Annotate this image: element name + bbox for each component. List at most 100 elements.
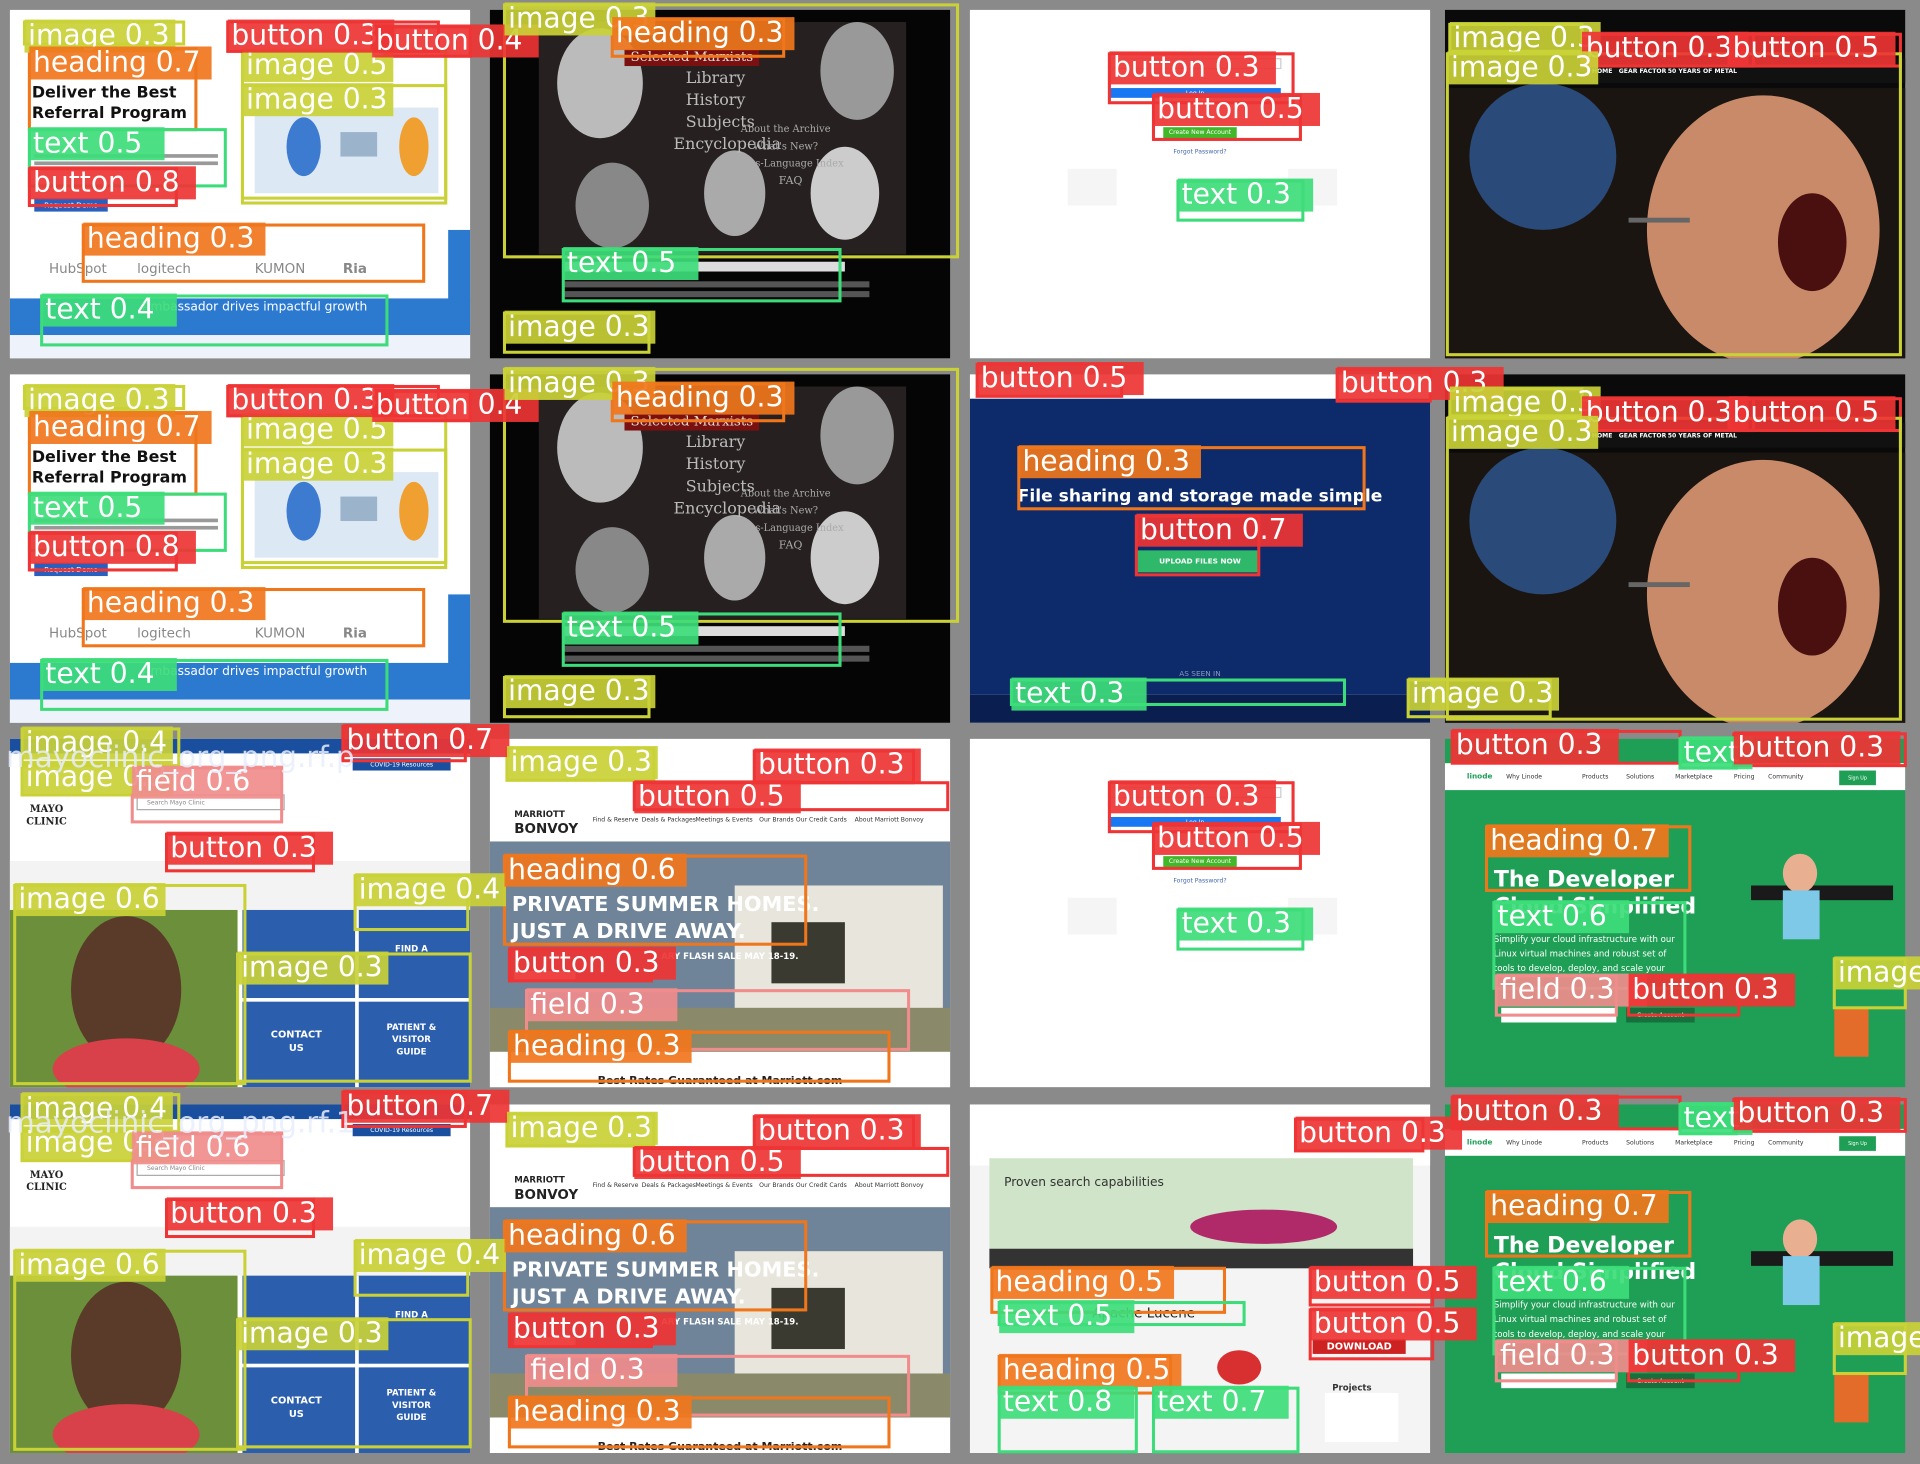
screenshot: HOME GEAR FACTOR 50 YEARS OF METAL bbox=[1444, 9, 1906, 359]
detection-label-bg bbox=[29, 127, 165, 161]
detection-label-bg bbox=[1136, 513, 1303, 547]
detection-label-bg bbox=[504, 1219, 687, 1253]
detection-label: text 0.5 bbox=[33, 491, 142, 524]
screenshot-tile: Selected MarxistsLibraryHistorySubjectsE… bbox=[489, 367, 960, 723]
detection-label-bg bbox=[166, 1197, 334, 1231]
screenshot-text: What's New? bbox=[753, 506, 818, 517]
screenshot-text: The Developer bbox=[1494, 868, 1674, 893]
detection-label: heading 0.7 bbox=[33, 410, 200, 443]
screenshot-text: VISITOR bbox=[392, 1401, 431, 1411]
screenshot-tile: HOME GEAR FACTOR 50 YEARS OF METAL bbox=[1444, 9, 1906, 359]
bg-shape bbox=[1312, 1339, 1406, 1354]
detection-label-bg bbox=[237, 1317, 389, 1351]
detection-label-bg bbox=[14, 883, 166, 917]
screenshot-text: Find & Reserve bbox=[593, 1182, 639, 1189]
bg-shape bbox=[9, 335, 471, 359]
detection-label: heading 0.3 bbox=[1022, 444, 1189, 477]
detection-label: image 0.3 bbox=[28, 383, 169, 416]
detection-label-bg bbox=[1449, 386, 1601, 420]
screenshot-text: PRIVATE SUMMER HOMES. bbox=[512, 1258, 820, 1282]
bg-shape bbox=[1777, 193, 1847, 292]
screenshot-text: Community bbox=[1768, 774, 1804, 781]
screenshot-text: KUMON bbox=[255, 262, 306, 277]
detection-label: button 0.5 bbox=[1314, 1307, 1461, 1340]
detection-label: image 0.6 bbox=[18, 1248, 159, 1281]
detection-label: image bbox=[1838, 1321, 1920, 1354]
detection-label: text 0.8 bbox=[1003, 1385, 1112, 1418]
detection-label-bg bbox=[1834, 956, 1920, 990]
detection-label: button 0.3 bbox=[170, 831, 317, 864]
screenshot-text: BONVOY bbox=[514, 1188, 578, 1203]
detection-label: text 0.5 bbox=[567, 246, 676, 279]
screenshot-text: Linux virtual machines and robust set of bbox=[1494, 949, 1668, 959]
bg-shape bbox=[286, 481, 321, 541]
bg-shape bbox=[448, 594, 471, 668]
detection-label: text 0.4 bbox=[45, 657, 154, 690]
detection-label-bg bbox=[1628, 973, 1796, 1007]
detection-label-bg bbox=[991, 1265, 1175, 1299]
detection-label: image 0.3 bbox=[241, 1316, 382, 1349]
screenshot-text: File sharing and storage made simple bbox=[1018, 487, 1383, 507]
detection-label-bg bbox=[242, 83, 394, 117]
detection-label-bg bbox=[1011, 677, 1147, 711]
detection-label-bg bbox=[634, 1146, 801, 1180]
detection-label: heading 0.6 bbox=[508, 853, 675, 886]
bg-shape bbox=[810, 146, 880, 240]
detection-label-bg bbox=[612, 381, 795, 415]
detection-label: text 0.7 bbox=[1157, 1385, 1266, 1418]
screenshot-text: logitech bbox=[137, 262, 191, 277]
screenshot-text: HubSpot bbox=[49, 262, 107, 277]
detection-label-bg bbox=[509, 946, 676, 980]
detection-label: button 0.3 bbox=[170, 1197, 317, 1230]
screenshot-text: MAYO bbox=[30, 804, 64, 815]
screenshot-tile: linode Why Linode Products Solutions Marketp… bbox=[1444, 1095, 1907, 1453]
detection-label-bg bbox=[634, 780, 801, 814]
detection-label-bg bbox=[1310, 1265, 1477, 1299]
bg-shape bbox=[34, 525, 218, 530]
detection-label-bg bbox=[1177, 178, 1314, 212]
detection-label-bg bbox=[1728, 396, 1896, 430]
detection-label: heading 0.3 bbox=[513, 1395, 680, 1428]
detection-label: heading 0.5 bbox=[996, 1265, 1163, 1298]
detection-label: image 0.4 bbox=[359, 1238, 500, 1271]
detection-label: field 0.3 bbox=[530, 1353, 644, 1386]
detection-label: button 0.5 bbox=[981, 361, 1128, 394]
screenshot-text: AS SEEN IN bbox=[1179, 669, 1220, 678]
bg-shape bbox=[340, 132, 378, 157]
bg-shape bbox=[1782, 853, 1818, 893]
screenshot-text: Deliver the Best bbox=[32, 447, 177, 466]
detection-label-bg bbox=[1153, 821, 1320, 855]
detection-label-bg bbox=[1582, 31, 1749, 65]
screenshot-text: About Marriott Bonvoy bbox=[855, 816, 924, 823]
bg-shape bbox=[71, 1281, 182, 1429]
detection-label: button 0.3 bbox=[1632, 973, 1779, 1006]
bg-shape bbox=[969, 398, 1431, 695]
detection-label-bg bbox=[1109, 51, 1276, 85]
screenshot-text: Our Brands bbox=[759, 1182, 794, 1189]
screenshot-text: PATIENT & bbox=[387, 1389, 437, 1399]
detection-label: image 0.3 bbox=[246, 82, 387, 115]
bg-shape bbox=[989, 1158, 1414, 1250]
bg-shape bbox=[1777, 557, 1847, 656]
screenshot-text: Forgot Password? bbox=[1173, 149, 1226, 156]
screenshot-text: KUMON bbox=[255, 627, 306, 642]
screenshot-text: Our Credit Cards bbox=[796, 816, 847, 823]
detection-label: image 0.3 bbox=[511, 1111, 652, 1144]
detection-label-bg bbox=[355, 873, 506, 907]
detection-label-bg bbox=[22, 1092, 173, 1126]
screenshot-text: 50 YEARS OF METAL bbox=[1668, 68, 1737, 75]
detection-label-bg bbox=[1728, 31, 1896, 65]
bg-shape bbox=[704, 150, 766, 237]
bg-shape bbox=[9, 699, 471, 723]
bg-shape bbox=[1163, 127, 1237, 139]
screenshot-text: Our Brands bbox=[759, 816, 794, 823]
detection-label-bg bbox=[1408, 677, 1560, 711]
bg-shape bbox=[1190, 1209, 1338, 1244]
detection-label-bg bbox=[1452, 1094, 1619, 1128]
detection-label-bg bbox=[29, 166, 196, 200]
screenshot-text: HOME bbox=[1592, 432, 1613, 439]
screenshot-text: Ria bbox=[343, 262, 367, 277]
screenshot-text: Pricing bbox=[1734, 774, 1755, 781]
